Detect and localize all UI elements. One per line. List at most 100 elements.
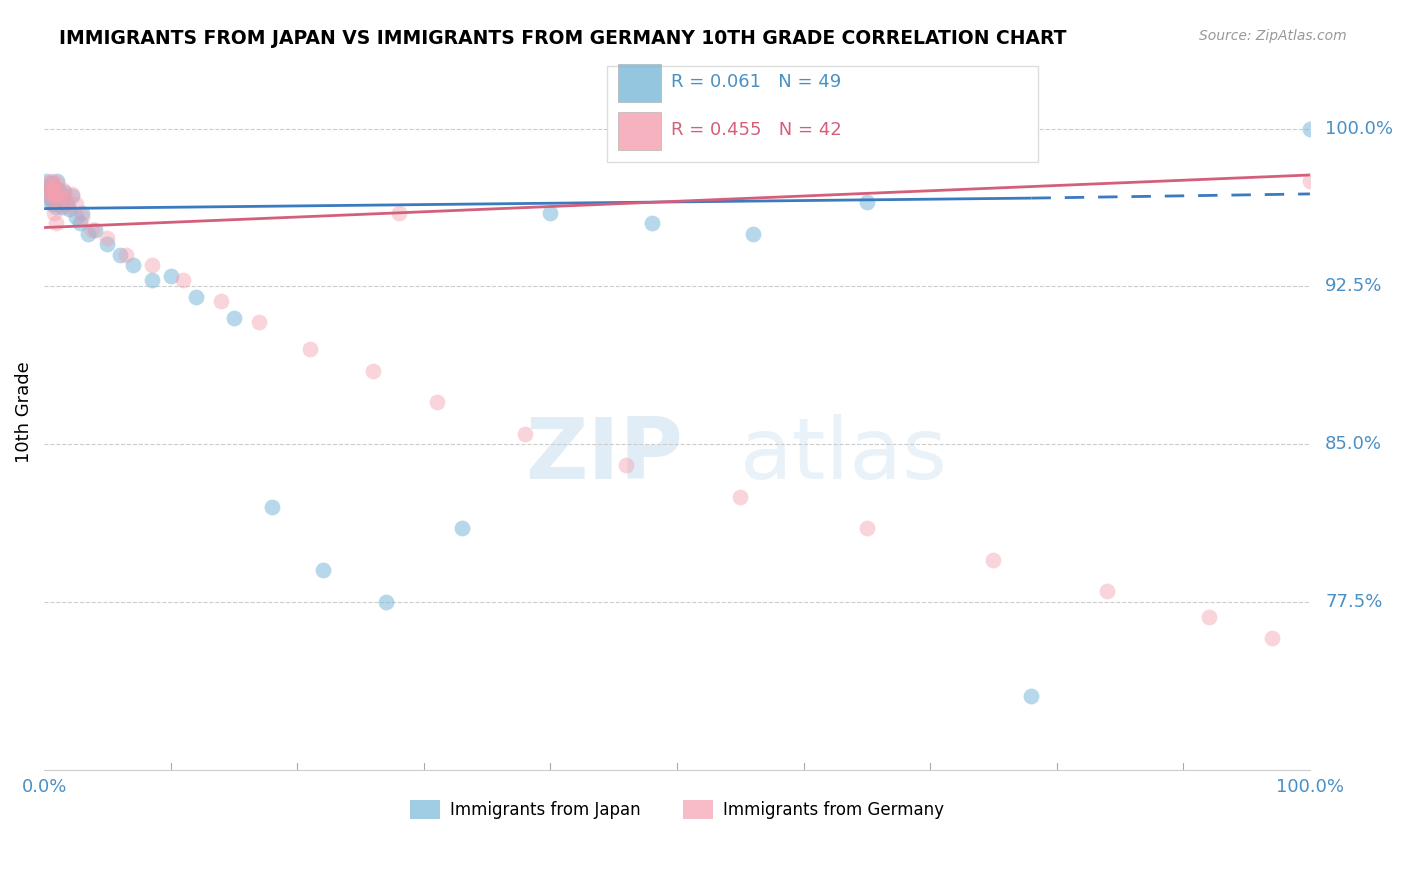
FancyBboxPatch shape <box>617 64 661 102</box>
Point <box>311 563 333 577</box>
Point <box>37 183 59 197</box>
Point <box>65 197 87 211</box>
Text: R = 0.455   N = 42: R = 0.455 N = 42 <box>671 121 841 139</box>
Point <box>48 195 70 210</box>
Text: atlas: atlas <box>741 414 948 497</box>
Point <box>60 189 83 203</box>
Point <box>141 259 163 273</box>
Point <box>96 231 118 245</box>
Point <box>44 180 66 194</box>
Text: Source: ZipAtlas.com: Source: ZipAtlas.com <box>1199 29 1347 43</box>
Point <box>70 210 93 224</box>
Point <box>39 185 62 199</box>
Point <box>39 193 62 207</box>
Point <box>52 191 75 205</box>
Point <box>450 521 472 535</box>
Point <box>641 216 664 230</box>
Point <box>121 259 143 273</box>
Point <box>38 178 60 193</box>
Point <box>361 363 384 377</box>
Point <box>45 177 67 191</box>
Point <box>42 183 65 197</box>
Point <box>1021 690 1043 704</box>
Point <box>616 458 638 472</box>
Point <box>730 490 752 504</box>
Point <box>983 553 1005 567</box>
Point <box>1299 121 1322 136</box>
Point <box>49 186 72 201</box>
Point <box>44 178 66 193</box>
Point <box>42 183 65 197</box>
Point <box>46 183 69 197</box>
Point <box>298 343 321 357</box>
Point <box>69 216 91 230</box>
Point <box>1261 631 1284 645</box>
Point <box>222 310 245 325</box>
Text: 85.0%: 85.0% <box>1324 435 1382 453</box>
Point <box>45 189 67 203</box>
Point <box>247 315 270 329</box>
Point <box>41 177 63 191</box>
Point <box>55 191 77 205</box>
Point <box>45 174 67 188</box>
Point <box>41 174 63 188</box>
Point <box>41 186 63 201</box>
Legend: Immigrants from Japan, Immigrants from Germany: Immigrants from Japan, Immigrants from G… <box>404 793 950 826</box>
Point <box>260 500 283 515</box>
Point <box>38 189 60 203</box>
Text: 100.0%: 100.0% <box>1324 120 1393 137</box>
Point <box>742 227 765 241</box>
Text: ZIP: ZIP <box>524 414 683 497</box>
Text: 92.5%: 92.5% <box>1324 277 1382 295</box>
Point <box>44 195 66 210</box>
Point <box>1299 174 1322 188</box>
Y-axis label: 10th Grade: 10th Grade <box>15 361 32 464</box>
Point <box>48 193 70 207</box>
Point <box>46 197 69 211</box>
Point <box>425 395 447 409</box>
Point <box>52 183 75 197</box>
Point <box>184 290 207 304</box>
Point <box>46 185 69 199</box>
Point <box>42 193 65 207</box>
Point <box>387 206 409 220</box>
Point <box>53 185 76 199</box>
Point <box>44 186 66 201</box>
Point <box>65 210 87 224</box>
Point <box>58 202 80 216</box>
Point <box>1097 584 1119 599</box>
Text: 77.5%: 77.5% <box>1324 593 1382 611</box>
Point <box>56 197 79 211</box>
Point <box>42 191 65 205</box>
Point <box>37 177 59 191</box>
Point <box>39 189 62 203</box>
Point <box>44 189 66 203</box>
FancyBboxPatch shape <box>607 66 1038 162</box>
Point <box>209 294 232 309</box>
Point <box>172 273 194 287</box>
Point <box>82 222 104 236</box>
Point <box>51 200 73 214</box>
Point <box>39 180 62 194</box>
Point <box>374 595 396 609</box>
Point <box>44 216 66 230</box>
Point <box>513 426 536 441</box>
Point <box>96 237 118 252</box>
Point <box>141 273 163 287</box>
Point <box>60 186 83 201</box>
Point <box>538 206 561 220</box>
Point <box>108 248 131 262</box>
Point <box>115 248 138 262</box>
Text: R = 0.061   N = 49: R = 0.061 N = 49 <box>671 72 841 91</box>
Point <box>1198 609 1220 624</box>
Point <box>44 206 66 220</box>
Point <box>38 185 60 199</box>
Point <box>856 195 879 210</box>
Point <box>44 200 66 214</box>
Point <box>77 227 100 241</box>
Point <box>70 206 93 220</box>
FancyBboxPatch shape <box>617 112 661 150</box>
Point <box>159 268 181 283</box>
Point <box>856 521 879 535</box>
Point <box>49 189 72 203</box>
